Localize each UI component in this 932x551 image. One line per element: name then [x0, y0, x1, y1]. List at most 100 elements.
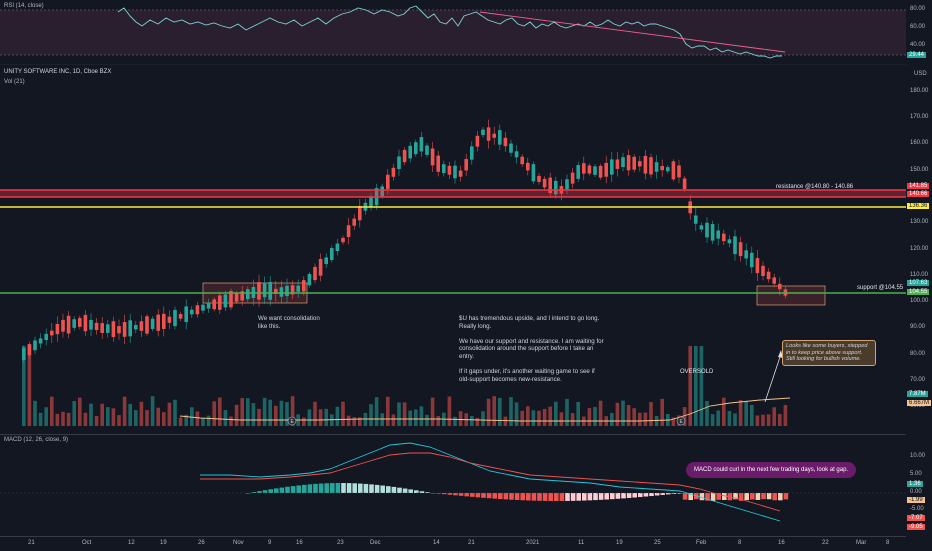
volume-bar	[408, 410, 412, 426]
yellow-level-badge: 136.36	[907, 203, 930, 209]
macd-hist-bar	[470, 493, 475, 497]
macd-hist-bar	[531, 493, 537, 501]
volume-bar	[139, 401, 144, 426]
candle-body	[66, 315, 71, 334]
rsi-tick: 40.00	[910, 42, 926, 48]
candle-body	[100, 323, 104, 333]
macd-hist-bar	[246, 493, 251, 494]
candle-body	[167, 316, 172, 323]
volume-bar	[72, 400, 76, 426]
macd-hist-bar	[537, 493, 542, 501]
macd-hist-bar	[514, 493, 520, 501]
volume-bar	[402, 402, 407, 426]
volume-bar	[318, 409, 323, 426]
volume-bar	[576, 401, 580, 426]
volume-bar	[425, 414, 429, 426]
volume-bar	[386, 396, 390, 426]
candle-body	[542, 178, 547, 188]
candle-body	[150, 318, 155, 329]
volume-bar	[94, 416, 99, 426]
candle-body	[391, 167, 396, 177]
macd-hist-bar	[733, 493, 738, 500]
macd-hist-bar	[705, 493, 710, 501]
macd-hist-bar	[386, 486, 391, 493]
macd-tick: 10.00	[910, 453, 926, 459]
candle-body	[660, 165, 664, 171]
volume-bar	[212, 401, 216, 426]
candle-body	[744, 250, 748, 259]
candle-body	[442, 164, 446, 174]
candle-body	[699, 225, 704, 230]
candle-body	[727, 239, 732, 244]
candle-body	[173, 309, 177, 327]
candle-body	[139, 321, 144, 331]
volume-bar	[290, 396, 295, 426]
macd-hist-bar	[783, 493, 789, 500]
earnings-icon[interactable]	[676, 416, 686, 426]
macd-hist-bar	[285, 486, 290, 493]
candle-body	[94, 322, 99, 331]
time-tick: 2021	[526, 540, 540, 546]
price-tick: 60.00	[910, 403, 926, 409]
candle-body	[682, 178, 687, 190]
candle-body	[654, 162, 659, 172]
macd-hist-bar	[643, 493, 649, 497]
candle-body	[330, 248, 334, 260]
macd-hist-bar	[593, 493, 598, 501]
candle-body	[122, 322, 127, 337]
candle-body	[89, 319, 93, 330]
time-tick: Dec	[370, 540, 381, 546]
volume-bar	[167, 402, 172, 426]
volume-bar	[128, 403, 132, 426]
volume-bar	[761, 414, 765, 426]
macd-hist-bar	[346, 483, 352, 493]
candle-body	[638, 161, 642, 167]
macd-hist-bar	[778, 493, 783, 501]
time-tick: 11	[578, 540, 585, 546]
price-axis[interactable]: 80.00 60.00 40.00 29.44 USD 180.00 170.00…	[906, 0, 932, 550]
volume-bar	[363, 412, 368, 426]
volume-label[interactable]: Vol (21)	[4, 79, 25, 85]
candle-body	[78, 317, 82, 327]
time-tick: 12	[128, 540, 135, 546]
macd-hist-bar	[587, 493, 593, 501]
macd-hist-bar	[402, 488, 408, 493]
candle-body	[509, 143, 513, 153]
volume-bar	[223, 410, 228, 426]
volume-bar	[61, 411, 65, 426]
candle-body	[206, 303, 211, 309]
candle-body	[716, 230, 720, 239]
candle-body	[475, 135, 480, 147]
time-axis[interactable]: 21 Oct 12 19 26 Nov 9 16 23 Dec 14 21 2021 11 19 25 Feb 8…	[0, 536, 906, 551]
symbol-title[interactable]: UNITY SOFTWARE INC, 1D, Cboe BZX	[4, 69, 112, 75]
vol-ma-badge: 7.87M	[907, 391, 928, 397]
candle-body	[128, 320, 132, 337]
volume-bar	[313, 401, 317, 426]
price-chart[interactable]: E E	[0, 64, 906, 434]
resistance-high-badge: 141.85	[907, 183, 930, 189]
candle-body	[27, 344, 32, 356]
candle-body	[766, 271, 771, 280]
volume-ma-line	[179, 397, 791, 422]
volume-bar	[414, 409, 418, 426]
macd-badge: 1.36	[907, 481, 923, 487]
earnings-icon[interactable]	[287, 416, 297, 426]
time-tick: 19	[160, 540, 167, 546]
volume-bar	[481, 411, 485, 426]
volume-bar	[184, 414, 188, 426]
candle-body	[492, 133, 496, 138]
volume-bar	[50, 396, 54, 426]
volume-bar	[470, 415, 474, 426]
macd-hist-bar	[610, 493, 615, 500]
macd-tick: 5.00	[910, 471, 922, 477]
candle-body	[470, 146, 474, 160]
candle-body	[324, 257, 328, 264]
price-tick: 80.00	[910, 351, 926, 357]
candle-body	[677, 165, 681, 178]
candle-body	[582, 163, 586, 174]
callout-note: Looks like some buyers, stepped in to ke…	[782, 340, 876, 366]
volume-bar	[778, 414, 782, 426]
price-tick: 180.00	[910, 88, 929, 94]
macd-line	[200, 442, 781, 522]
volume-bar	[162, 412, 166, 426]
